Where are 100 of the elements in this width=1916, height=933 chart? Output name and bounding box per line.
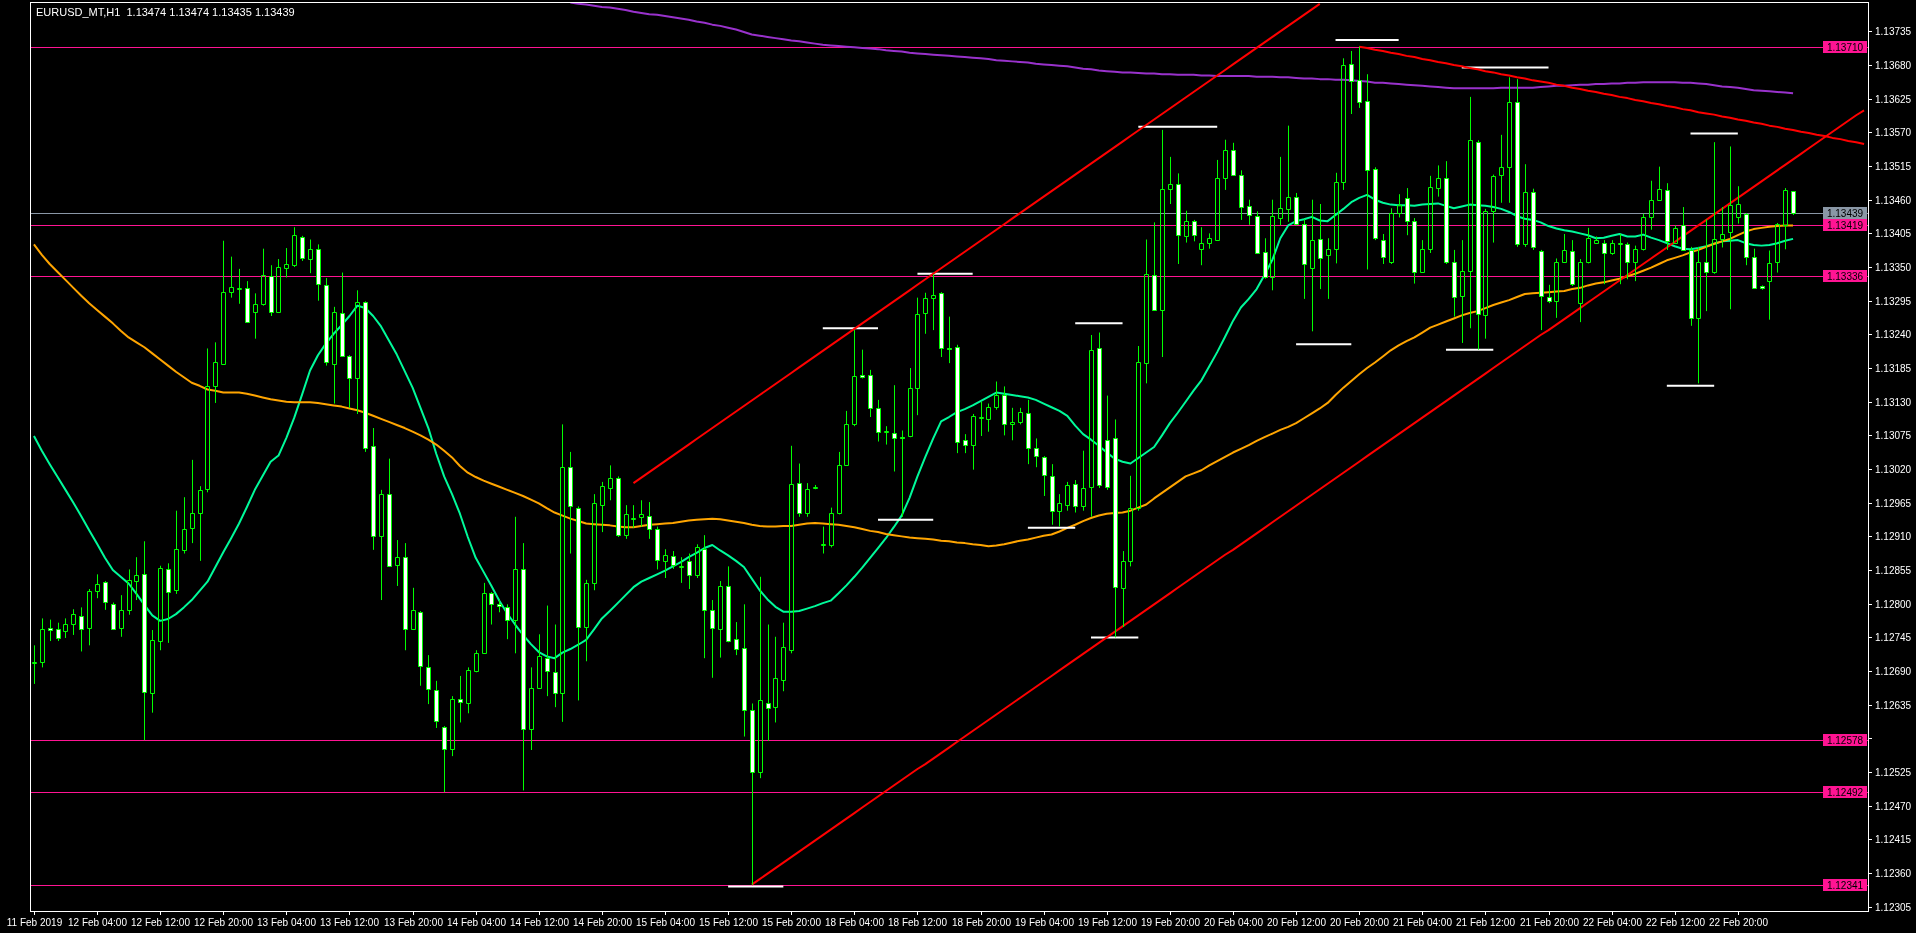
candlestick	[710, 599, 715, 679]
candlestick	[63, 617, 68, 639]
candlestick	[1460, 239, 1465, 344]
candlestick	[900, 429, 905, 518]
candlestick	[797, 463, 802, 518]
candlestick	[931, 273, 936, 331]
candlestick	[1270, 199, 1275, 291]
candlestick	[1405, 187, 1410, 236]
candlestick	[1294, 192, 1299, 226]
ref-line-label: 1.12578	[1826, 734, 1864, 746]
candlestick	[1531, 188, 1536, 251]
ref-line-label: 1.13336	[1826, 270, 1864, 282]
candlestick	[1136, 345, 1141, 512]
candlestick	[166, 562, 171, 644]
candlestick	[1444, 160, 1449, 265]
x-tick-label: 13 Feb 20:00	[384, 917, 444, 928]
candlestick	[892, 384, 897, 472]
candlestick	[1483, 208, 1488, 340]
candlestick	[1610, 239, 1615, 256]
x-tick-label: 12 Feb 12:00	[131, 917, 191, 928]
candlestick	[450, 695, 455, 757]
candlestick	[923, 292, 928, 335]
candlestick	[363, 300, 368, 453]
y-tick-label: 1.13625	[1875, 94, 1912, 105]
candlestick	[127, 568, 132, 616]
y-tick-label: 1.12965	[1875, 498, 1912, 509]
y-tick-label: 1.12800	[1875, 599, 1912, 610]
candlestick	[1263, 237, 1268, 280]
ref-line-label: 1.13419	[1826, 219, 1864, 231]
candlestick	[986, 403, 991, 433]
candlestick	[1673, 224, 1678, 244]
candlestick	[600, 481, 605, 533]
candlestick	[371, 427, 376, 551]
candlestick	[1507, 76, 1512, 204]
candlestick	[434, 680, 439, 729]
candlestick	[1641, 213, 1646, 252]
candlestick	[442, 725, 447, 793]
candlestick	[1736, 185, 1741, 225]
candlestick	[387, 458, 392, 568]
candlestick	[1689, 246, 1694, 327]
y-tick-label: 1.13405	[1875, 228, 1912, 239]
candlestick	[1341, 57, 1346, 191]
candlestick	[229, 256, 234, 299]
candlestick	[213, 341, 218, 404]
candlestick	[860, 349, 865, 379]
candlestick	[489, 591, 494, 626]
candlestick	[1515, 78, 1520, 248]
candlestick	[1420, 239, 1425, 274]
line-series	[32, 224, 1795, 548]
candlestick	[679, 556, 684, 584]
candlestick	[631, 504, 636, 529]
candlestick	[1231, 142, 1236, 176]
candlestick	[805, 482, 810, 518]
candlestick	[1357, 46, 1362, 109]
candlestick	[1239, 169, 1244, 221]
candlestick	[1349, 50, 1354, 115]
y-tick-label: 1.13460	[1875, 195, 1912, 206]
y-tick-label: 1.13130	[1875, 397, 1912, 408]
candlestick	[963, 433, 968, 454]
candlestick	[1018, 407, 1023, 425]
candlestick	[1144, 239, 1149, 384]
candlestick	[608, 464, 613, 501]
candlestick	[537, 633, 542, 690]
y-tick-label: 1.12635	[1875, 700, 1912, 711]
candlestick	[1412, 217, 1417, 285]
candlestick	[773, 636, 778, 723]
candlestick	[1625, 242, 1630, 280]
candlestick	[1696, 246, 1701, 384]
candlestick	[766, 624, 771, 742]
candlestick	[663, 548, 668, 579]
candlestick	[482, 582, 487, 654]
candlestick	[1255, 210, 1260, 255]
candlestick	[939, 291, 944, 358]
candlestick	[647, 501, 652, 540]
x-tick-label: 13 Feb 12:00	[320, 917, 380, 928]
candlestick	[355, 289, 360, 415]
candlestick	[205, 347, 210, 493]
candlestick	[1176, 172, 1181, 265]
candlestick	[1570, 239, 1575, 287]
candlestick	[134, 556, 139, 601]
x-tick-label: 14 Feb 20:00	[573, 917, 633, 928]
candlestick	[1105, 395, 1110, 491]
candlestick	[316, 243, 321, 302]
candlestick	[48, 619, 53, 642]
candlestick	[403, 542, 408, 651]
candlestick	[513, 516, 518, 654]
candlestick	[505, 603, 510, 640]
candlestick	[1428, 175, 1433, 254]
candlestick	[158, 565, 163, 651]
candlestick	[1720, 206, 1725, 248]
candlestick	[521, 542, 526, 791]
candlestick	[292, 226, 297, 268]
y-tick-label: 1.12305	[1875, 902, 1912, 913]
candlestick	[1586, 227, 1591, 264]
candlestick	[726, 565, 731, 643]
candlestick	[829, 507, 834, 548]
candlestick	[994, 381, 999, 411]
y-tick-label: 1.13295	[1875, 296, 1912, 307]
candlestick	[1554, 257, 1559, 319]
x-tick-label: 12 Feb 20:00	[194, 917, 254, 928]
